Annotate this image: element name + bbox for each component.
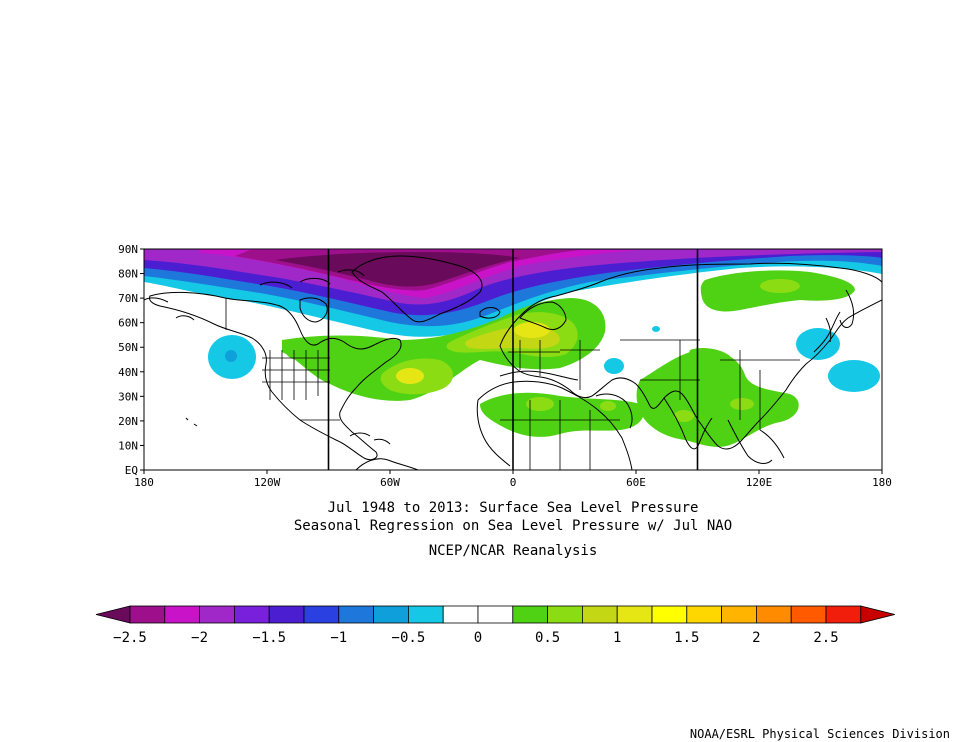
europe-high-yellow <box>514 322 550 338</box>
east-asia-lime <box>730 398 754 410</box>
colorbar <box>95 605 895 624</box>
southeast-asia-coastline <box>727 419 785 464</box>
country-borders <box>225 298 800 470</box>
siberia-lime <box>760 279 800 293</box>
colorbar-segment <box>129 605 166 624</box>
colorbar-labels: −2.5 −2 −1.5 −1 −0.5 0 0.5 1 1.5 2 2.5 <box>113 630 839 646</box>
asia-high-green <box>636 349 799 447</box>
west-pacific-low <box>828 360 880 392</box>
colorbar-segment <box>651 605 688 624</box>
lat-tick-label: EQ <box>125 464 138 477</box>
colorbar-segment <box>442 605 479 624</box>
colorbar-segment <box>477 605 514 624</box>
colorbar-segment <box>303 605 340 624</box>
colorbar-label: 2 <box>752 630 760 646</box>
colorbar-segment <box>512 605 548 624</box>
colorbar-segment <box>338 605 374 624</box>
latitude-axis: 90N 80N 70N 60N 50N 40N 30N 20N 10N EQ <box>118 243 144 477</box>
colorbar-segment <box>373 605 409 624</box>
lon-tick-label: 180 <box>872 476 892 489</box>
lat-tick-label: 70N <box>118 292 138 305</box>
lat-tick-label: 80N <box>118 268 138 281</box>
japan-coastline <box>813 311 841 353</box>
hawaii-coastline <box>185 417 198 427</box>
colorbar-segment <box>686 605 722 624</box>
colorbar-segment <box>164 605 201 624</box>
colorbar-arrow-high <box>860 605 895 624</box>
lon-tick-label: 120E <box>746 476 773 489</box>
title-line-3: NCEP/NCAR Reanalysis <box>429 543 598 559</box>
colorbar-label: 0.5 <box>535 630 560 646</box>
colorbar-label: 1 <box>613 630 621 646</box>
colorbar-segment <box>756 605 792 624</box>
lon-tick-label: 120W <box>254 476 281 489</box>
colorbar-segment <box>582 605 618 624</box>
hudson-bay-coastline <box>299 297 328 323</box>
lat-tick-label: 50N <box>118 341 138 354</box>
caribbean-coastline <box>349 432 391 445</box>
lon-tick-label: 180 <box>134 476 154 489</box>
colorbar-label: 2.5 <box>813 630 838 646</box>
colorbar-label: −0.5 <box>392 630 426 646</box>
colorbar-label: 1.5 <box>674 630 699 646</box>
map-panel: 90N 80N 70N 60N 50N 40N 30N 20N 10N EQ 180 120W 60W… <box>118 243 892 489</box>
colorbar-segment <box>407 605 444 624</box>
north-america-coastline <box>149 291 402 461</box>
caspian-low <box>604 358 624 374</box>
india-coastline <box>663 397 713 450</box>
title-line-1: Jul 1948 to 2013: Surface Sea Level Pres… <box>328 500 699 516</box>
north-india-high-green <box>688 348 731 371</box>
colorbar-segment <box>721 605 757 624</box>
title-line-2: Seasonal Regression on Sea Level Pressur… <box>294 518 732 534</box>
greenland-coastline <box>351 255 483 323</box>
north-america-green <box>286 344 314 360</box>
arabia-coastline <box>595 393 633 429</box>
pacific-low-blue <box>225 350 237 362</box>
lat-tick-label: 10N <box>118 439 138 452</box>
colorbar-segment <box>233 605 270 624</box>
coastlines <box>144 255 882 470</box>
colorbar-segment <box>616 605 653 624</box>
lat-tick-label: 30N <box>118 390 138 403</box>
meridian-lines <box>327 249 699 470</box>
lon-tick-label: 60W <box>380 476 400 489</box>
south-america-coastline <box>355 458 419 470</box>
japan-low <box>796 328 840 360</box>
iceland-coastline <box>479 307 501 319</box>
colorbar-label: −2 <box>191 630 208 646</box>
scandinavia-coastline <box>519 301 567 331</box>
colorbar-label: −1 <box>330 630 347 646</box>
longitude-axis: 180 120W 60W 0 60E 120E 180 <box>134 470 892 489</box>
colorbar-label: −2.5 <box>113 630 147 646</box>
colorbar-segment <box>825 605 862 624</box>
eurasia-coastline <box>499 262 882 450</box>
lat-tick-label: 40N <box>118 366 138 379</box>
lon-tick-label: 60E <box>626 476 646 489</box>
arabia-lime <box>600 401 616 411</box>
lon-tick-label: 0 <box>510 476 517 489</box>
colorbar-segment <box>790 605 827 624</box>
negative-core-dark <box>275 252 520 287</box>
colorbar-label: 0 <box>474 630 482 646</box>
india-lime <box>674 410 694 422</box>
siberia-low <box>652 326 660 332</box>
colorbar-segment <box>547 605 583 624</box>
lat-tick-label: 20N <box>118 415 138 428</box>
credit-text: NOAA/ESRL Physical Sciences Division <box>690 727 950 741</box>
kamchatka-coastline <box>839 289 855 328</box>
colorbar-segment <box>199 605 235 624</box>
colorbar-segment <box>268 605 305 624</box>
lat-tick-label: 90N <box>118 243 138 256</box>
colorbar-arrow-low <box>95 605 131 624</box>
lat-tick-label: 60N <box>118 317 138 330</box>
north-africa-lime <box>526 397 554 411</box>
africa-coastline <box>476 380 633 470</box>
alaska-coastline <box>144 297 195 321</box>
sakhalin-coastline <box>825 317 832 343</box>
colorbar-label: −1.5 <box>252 630 286 646</box>
atlantic-high-yellow <box>396 368 424 384</box>
